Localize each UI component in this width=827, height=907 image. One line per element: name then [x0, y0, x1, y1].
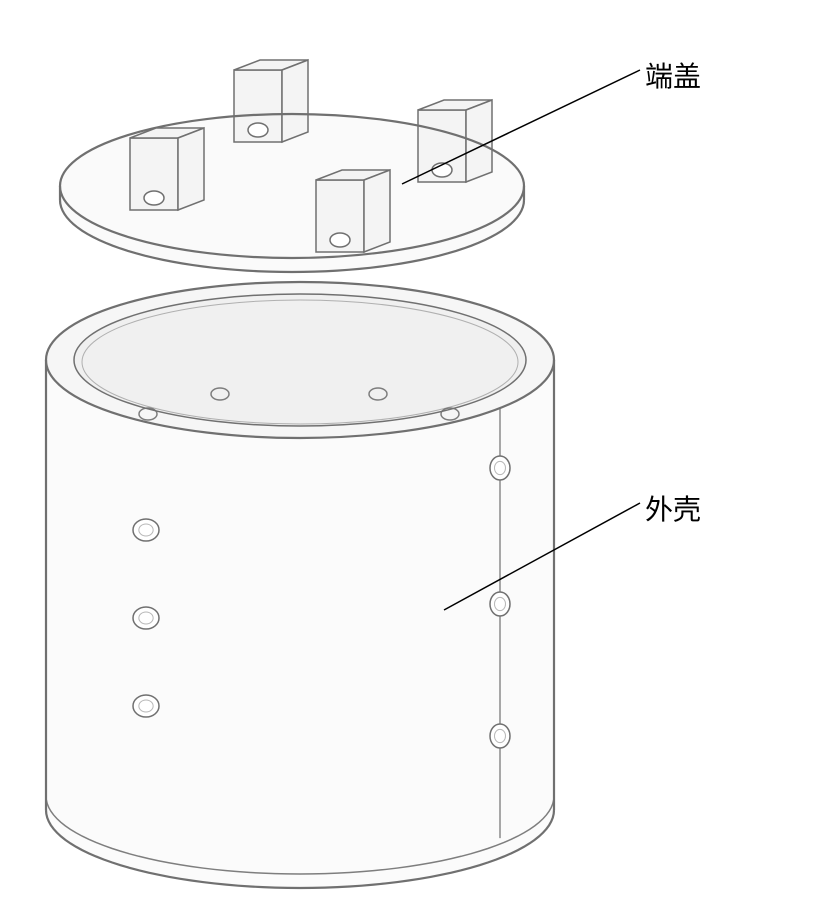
label-cap: 端盖	[645, 55, 701, 95]
label-shell: 外壳	[645, 488, 701, 528]
diagram-svg	[0, 0, 827, 907]
